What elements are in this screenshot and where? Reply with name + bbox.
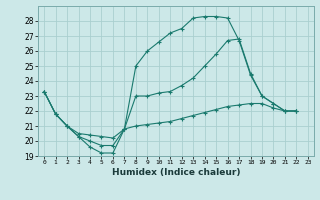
X-axis label: Humidex (Indice chaleur): Humidex (Indice chaleur) <box>112 168 240 177</box>
